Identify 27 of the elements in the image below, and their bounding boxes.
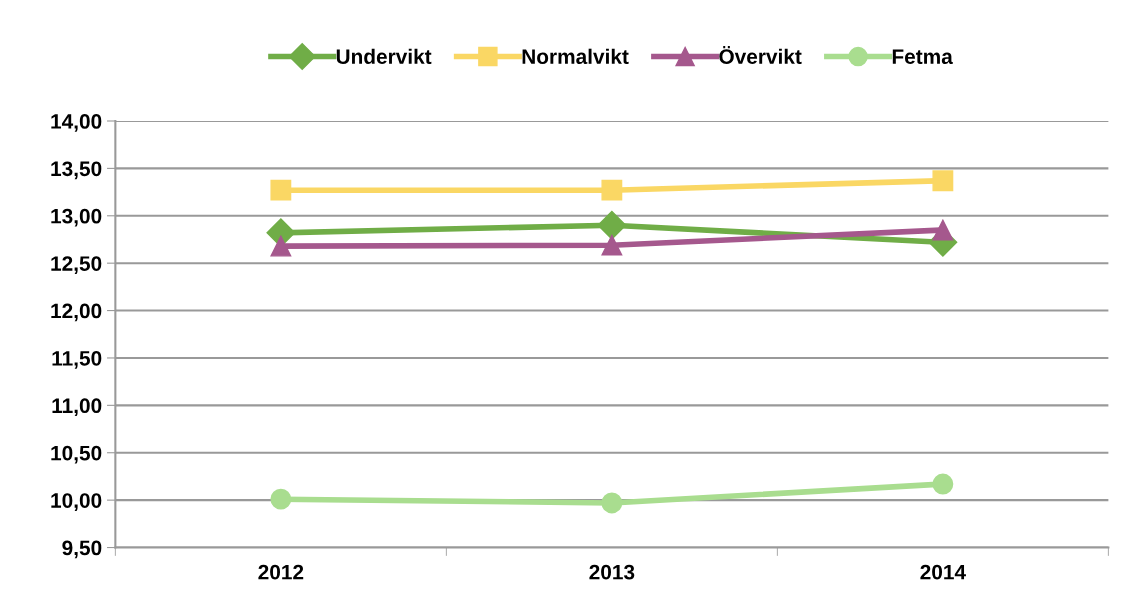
y-tick-label: 10,00 [51, 493, 102, 511]
x-tick-label: 2012 [258, 564, 304, 580]
y-tick-label: 14,00 [51, 114, 102, 132]
point [270, 235, 292, 257]
point [932, 473, 954, 495]
point [597, 210, 627, 240]
point [601, 492, 623, 514]
point [601, 179, 623, 201]
point [270, 488, 292, 510]
point [270, 179, 292, 201]
y-tick-label: 11,00 [52, 398, 102, 417]
x-tick-label: 2014 [920, 564, 966, 580]
x-tick-label: 2013 [589, 564, 635, 580]
y-tick-label: 13,50 [51, 161, 102, 180]
point [932, 219, 954, 241]
y-tick-label: 12,00 [51, 303, 102, 322]
point [932, 170, 954, 192]
point [601, 234, 623, 256]
y-tick-label: 13,00 [51, 208, 102, 227]
y-tick-label: 9,50 [62, 540, 102, 559]
y-tick-label: 11,50 [52, 350, 102, 369]
legend-label: Fetma [892, 49, 953, 65]
legend-label: Undervikt [336, 48, 432, 65]
y-tick-label: 10,50 [51, 445, 102, 464]
legend-label: Övervikt [719, 46, 802, 65]
y-tick-label: 12,50 [51, 256, 102, 274]
legend-label: Normalvikt [522, 48, 629, 65]
